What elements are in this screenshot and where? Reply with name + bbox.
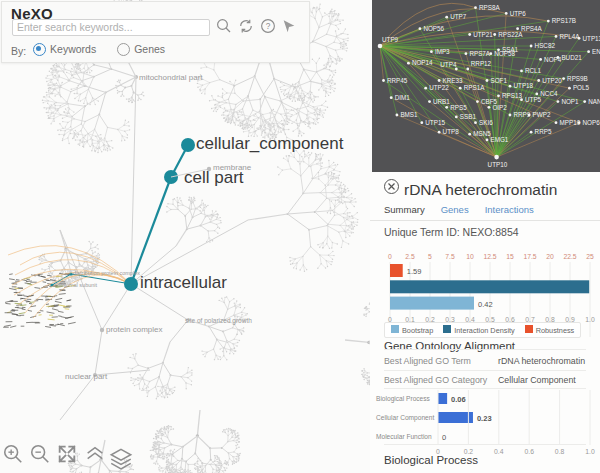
svg-text:EMG1: EMG1 [491, 136, 509, 143]
svg-text:NOP4: NOP4 [544, 56, 562, 63]
svg-text:UTP9: UTP9 [382, 36, 399, 43]
svg-text:NCC4: NCC4 [540, 90, 558, 97]
svg-text:NOP14: NOP14 [412, 59, 433, 66]
svg-text:NOP6: NOP6 [583, 119, 600, 126]
svg-text:UTP4: UTP4 [440, 61, 457, 68]
svg-text:SSB1: SSB1 [460, 113, 477, 120]
svg-text:RPS17B: RPS17B [552, 17, 576, 24]
svg-text:0: 0 [442, 433, 446, 442]
svg-text:PWP2: PWP2 [533, 111, 551, 118]
svg-text:RPS13: RPS13 [502, 92, 522, 99]
svg-text:20: 20 [546, 253, 554, 260]
svg-text:Biological Process: Biological Process [376, 395, 431, 403]
svg-text:OIP2: OIP2 [492, 104, 507, 111]
svg-text:RPL4A: RPL4A [560, 33, 581, 40]
svg-text:0.06: 0.06 [451, 395, 466, 404]
svg-text:2.5: 2.5 [405, 253, 415, 260]
svg-text:Cellular Component: Cellular Component [376, 414, 434, 422]
svg-text:POL5: POL5 [573, 84, 590, 91]
svg-text:HSC82: HSC82 [535, 42, 556, 49]
svg-text:10: 10 [466, 253, 474, 260]
svg-text:NAN1: NAN1 [588, 98, 600, 105]
svg-text:RRP12: RRP12 [471, 60, 492, 67]
svg-text:UTP10: UTP10 [488, 161, 508, 168]
svg-text:UTP5: UTP5 [525, 96, 542, 103]
svg-text:RPS4A: RPS4A [521, 25, 542, 32]
svg-text:RPS8A: RPS8A [479, 4, 500, 11]
svg-text:MPP10: MPP10 [560, 119, 581, 126]
svg-text:DIM1: DIM1 [395, 94, 411, 101]
svg-text:1.59: 1.59 [407, 267, 422, 276]
svg-text:1.0: 1.0 [585, 316, 595, 323]
svg-text:12.5: 12.5 [483, 253, 496, 260]
svg-text:UTP15: UTP15 [425, 119, 445, 126]
svg-text:SSA1: SSA1 [502, 46, 519, 53]
svg-text:UTP7: UTP7 [450, 13, 467, 20]
svg-text:RPS9B: RPS9B [567, 75, 588, 82]
svg-text:17.5: 17.5 [523, 253, 536, 260]
svg-text:?: ? [266, 22, 271, 31]
svg-text:5: 5 [428, 253, 432, 260]
svg-text:SOF1: SOF1 [491, 77, 508, 84]
svg-text:UTP21: UTP21 [473, 31, 493, 38]
svg-text:Molecular Function: Molecular Function [376, 433, 432, 440]
svg-text:22.5: 22.5 [563, 253, 576, 260]
svg-text:BUD21: BUD21 [561, 54, 582, 61]
svg-text:RRP5: RRP5 [535, 128, 552, 135]
svg-text:RPS1A: RPS1A [464, 84, 485, 91]
svg-text:RPS7A: RPS7A [469, 50, 490, 57]
svg-text:0.23: 0.23 [477, 414, 492, 423]
svg-text:RRP45: RRP45 [387, 77, 408, 84]
svg-text:URB1: URB1 [433, 98, 450, 105]
svg-text:ENP1: ENP1 [592, 48, 600, 55]
svg-text:KRE33: KRE33 [443, 77, 463, 84]
svg-text:UTP13: UTP13 [583, 35, 600, 42]
svg-text:7.5: 7.5 [445, 253, 455, 260]
svg-text:Term Robustness: Term Robustness [459, 250, 521, 251]
svg-text:RPS22A: RPS22A [498, 31, 523, 38]
svg-text:UTP8: UTP8 [443, 128, 460, 135]
svg-text:UTP20: UTP20 [542, 77, 562, 84]
svg-text:UTP22: UTP22 [429, 84, 449, 91]
svg-text:NOP56: NOP56 [423, 25, 444, 32]
svg-text:NOP1: NOP1 [561, 98, 579, 105]
svg-text:25: 25 [586, 253, 594, 260]
svg-text:1.0: 1.0 [585, 448, 595, 455]
svg-text:BMS1: BMS1 [400, 111, 418, 118]
svg-text:UTP6: UTP6 [510, 10, 527, 17]
svg-text:RPS5: RPS5 [450, 104, 467, 111]
svg-text:15: 15 [506, 253, 514, 260]
svg-text:MSN5: MSN5 [473, 130, 491, 137]
svg-text:SKI6: SKI6 [479, 119, 493, 126]
svg-text:IMP3: IMP3 [435, 48, 450, 55]
svg-text:UTP18: UTP18 [514, 82, 534, 89]
svg-text:0: 0 [388, 253, 392, 260]
svg-text:0.42: 0.42 [478, 300, 493, 309]
svg-text:RCL1: RCL1 [525, 67, 542, 74]
